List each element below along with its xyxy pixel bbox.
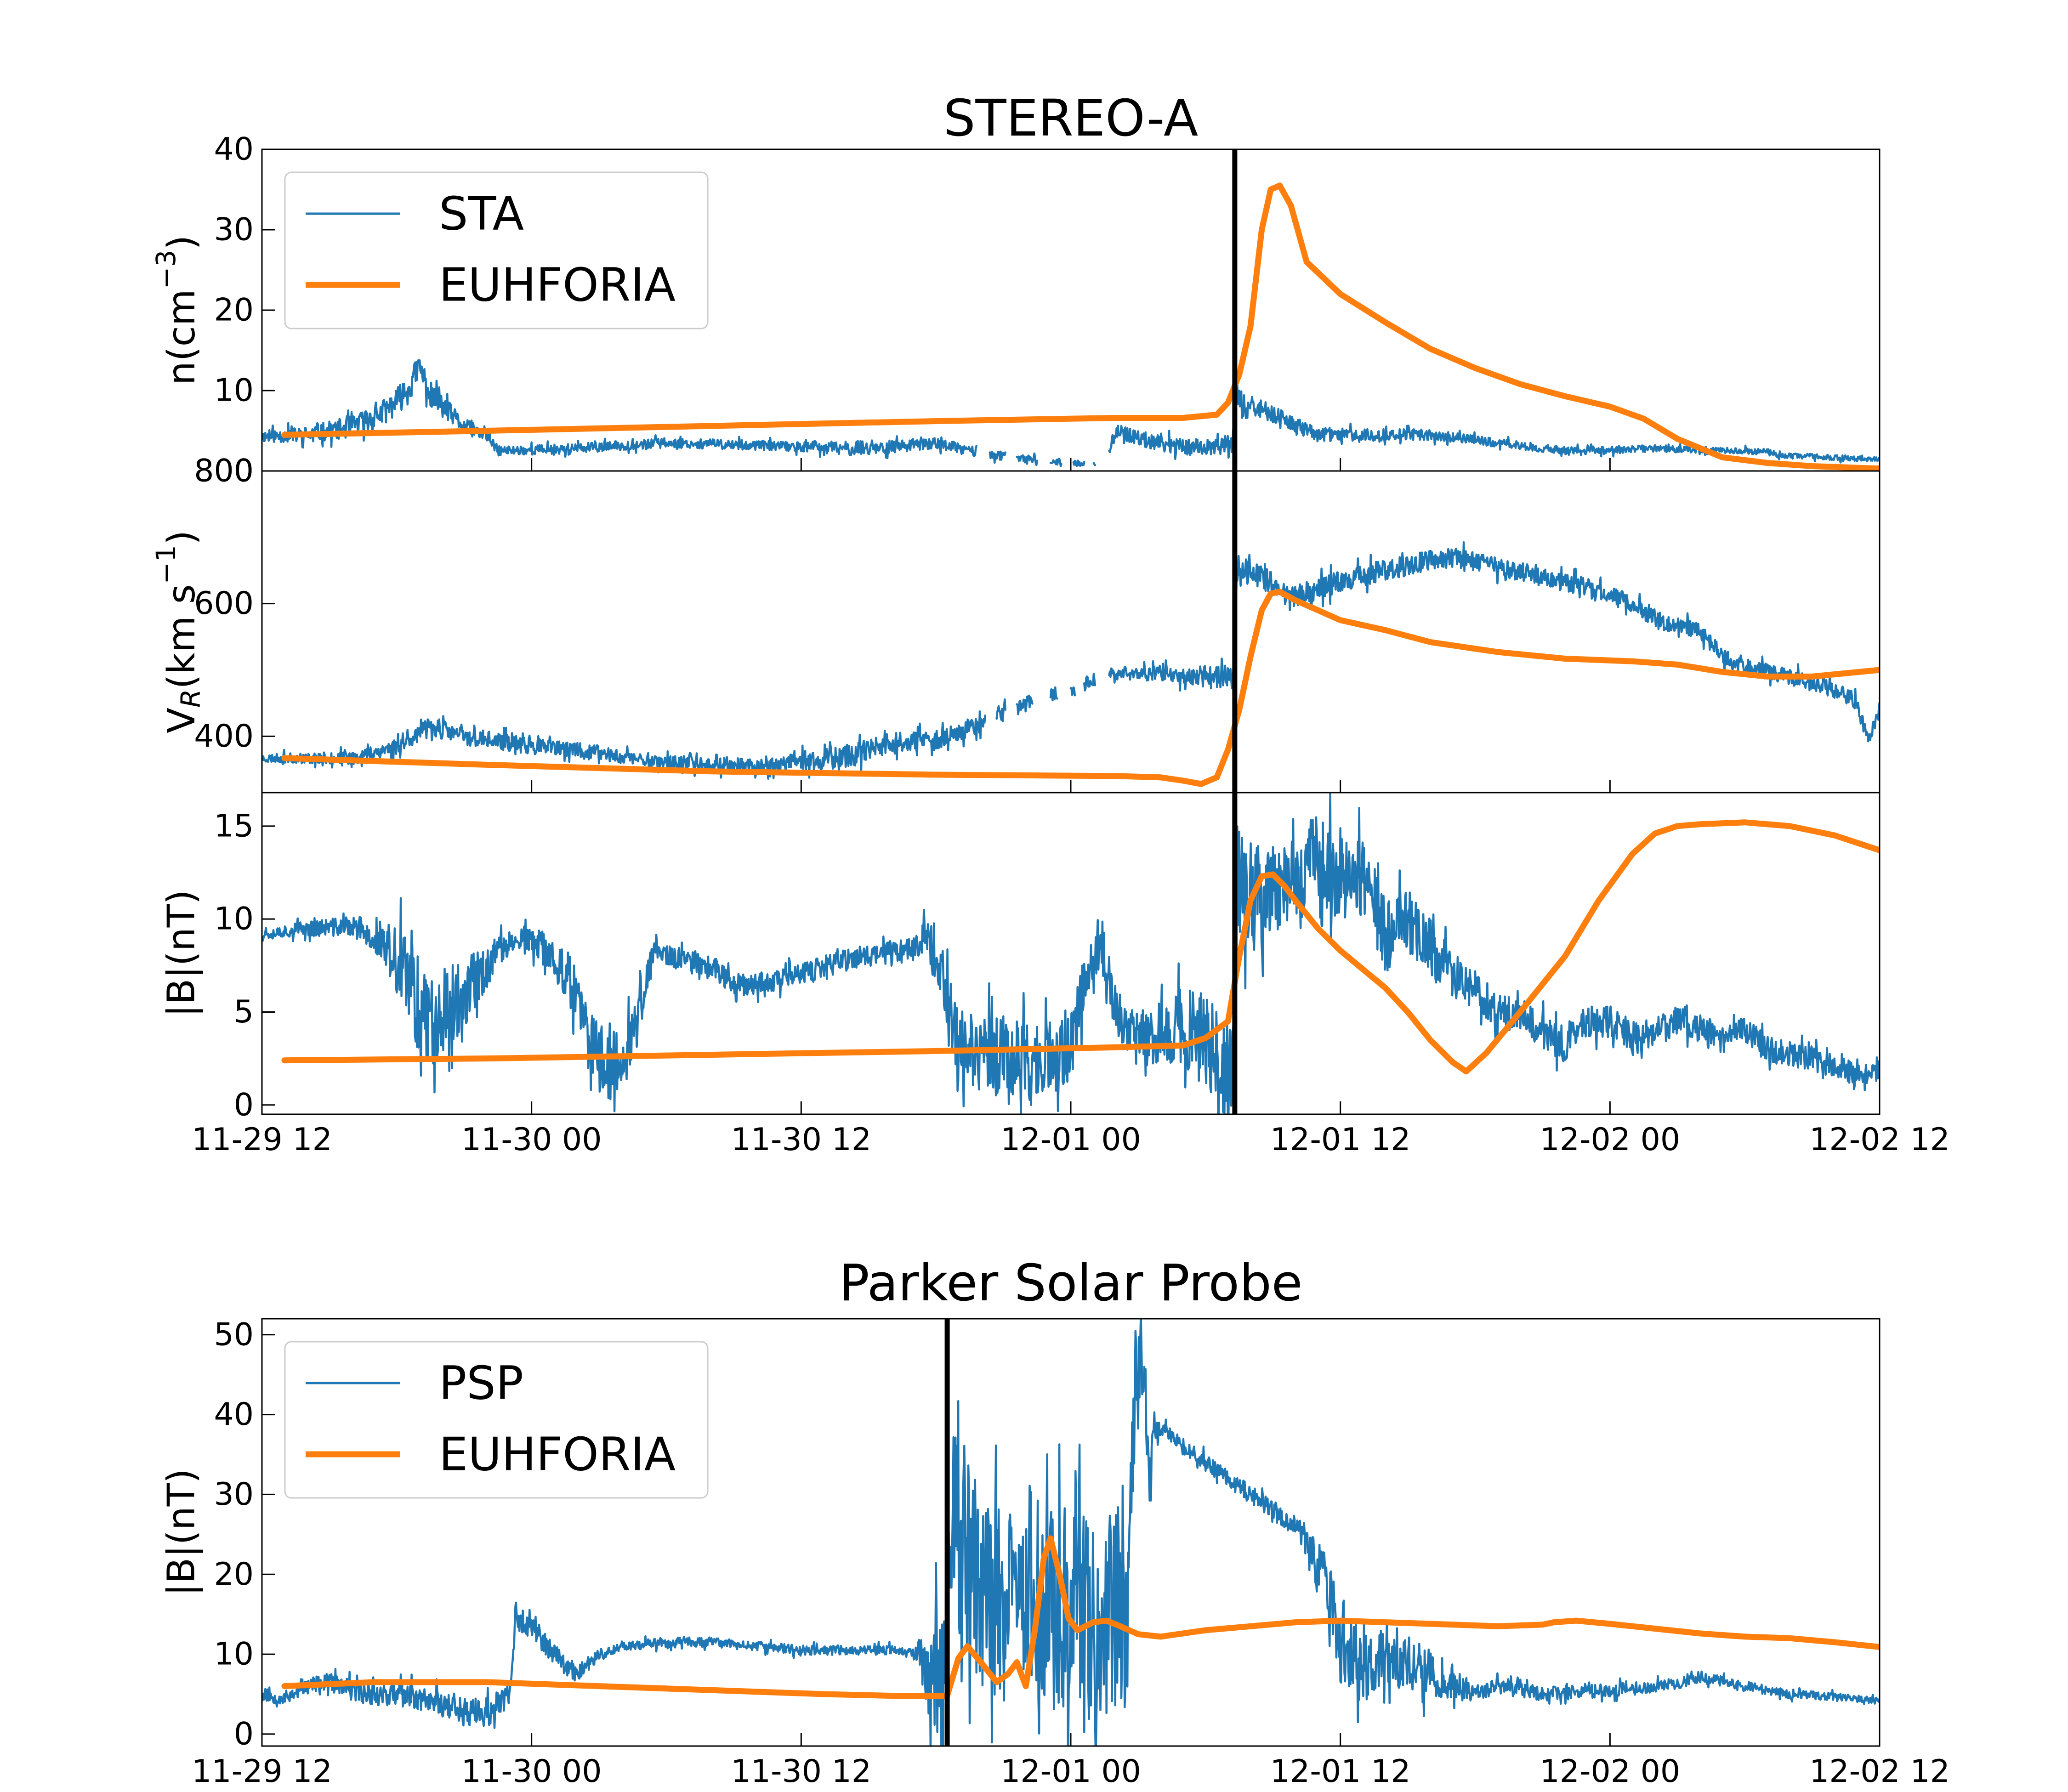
y-tick-label: 40 (214, 1396, 254, 1433)
series-line-euhforia (281, 819, 1880, 1075)
y-tick-label: 10 (214, 901, 254, 937)
x-tick-label: 12-02 12 (1809, 1753, 1950, 1790)
x-tick-label: 11-30 12 (731, 1122, 871, 1158)
sta-bfield-panel: 0 5 10 15 11-29 12 11-30 00 11-30 12 12-01 00 12… (160, 792, 1950, 1158)
y-tick-label: 10 (214, 373, 254, 409)
y-tick-label: 30 (214, 1476, 254, 1513)
stereo-a-title: STEREO-A (943, 89, 1199, 147)
y-tick-label: 15 (214, 808, 254, 844)
y-axis-label: |B|(nT) (160, 1469, 204, 1596)
y-tick-label: 40 (214, 131, 254, 168)
legend-label-psp: PSP (439, 1356, 523, 1410)
y-tick-label: 800 (194, 453, 254, 489)
series-line-sta (262, 541, 1880, 780)
series-line-sta (262, 359, 1880, 468)
y-tick-label: 400 (194, 718, 254, 754)
legend-label-sta: STA (439, 187, 524, 241)
psp-bfield-panel: 0 10 20 30 40 50 11-29 12 11-30 00 11-30 12 12-01… (160, 1316, 1950, 1790)
y-tick-label: 0 (234, 1087, 254, 1123)
y-tick-label: 5 (234, 994, 254, 1030)
x-tick-label: 11-29 12 (192, 1753, 332, 1790)
series-line-psp (262, 1319, 1880, 1746)
x-tick-label: 11-30 00 (461, 1753, 602, 1790)
series-line-euhforia (281, 182, 1880, 471)
y-axis-label: n(cm−3) (150, 235, 204, 385)
legend-label-euhforia: EUHFORIA (439, 258, 676, 312)
x-tick-label: 12-01 12 (1270, 1753, 1411, 1790)
legend-label-euhforia: EUHFORIA (439, 1428, 676, 1481)
sta-density-panel: 0 10 20 30 40 n(cm−3) STA EUHFORIA (150, 131, 1881, 489)
x-tick-label: 12-02 00 (1540, 1753, 1680, 1790)
psp-title: Parker Solar Probe (839, 1253, 1303, 1312)
y-axis-label: VR(km s−1) (150, 530, 206, 733)
y-tick-label: 50 (214, 1316, 254, 1353)
y-tick-label: 20 (214, 1556, 254, 1593)
y-tick-label: 0 (234, 453, 254, 489)
y-tick-label: 20 (214, 292, 254, 329)
x-tick-label: 12-01 00 (1000, 1753, 1141, 1790)
x-tick-label: 12-01 00 (1000, 1122, 1141, 1158)
y-tick-label: 600 (194, 585, 254, 622)
x-tick-label: 11-30 12 (731, 1753, 871, 1790)
y-tick-label: 0 (234, 1716, 254, 1752)
x-tick-label: 12-01 12 (1270, 1122, 1411, 1158)
x-tick-label: 11-29 12 (192, 1122, 332, 1158)
y-axis-label: |B|(nT) (160, 890, 204, 1017)
x-tick-label: 12-02 12 (1809, 1122, 1950, 1158)
x-tick-label: 11-30 00 (461, 1122, 602, 1158)
series-line-euhforia (281, 589, 1880, 787)
y-tick-label: 30 (214, 212, 254, 248)
y-tick-label: 10 (214, 1636, 254, 1673)
legend-box (284, 1341, 709, 1499)
x-tick-label: 12-02 00 (1540, 1122, 1680, 1158)
legend-box (284, 171, 709, 329)
